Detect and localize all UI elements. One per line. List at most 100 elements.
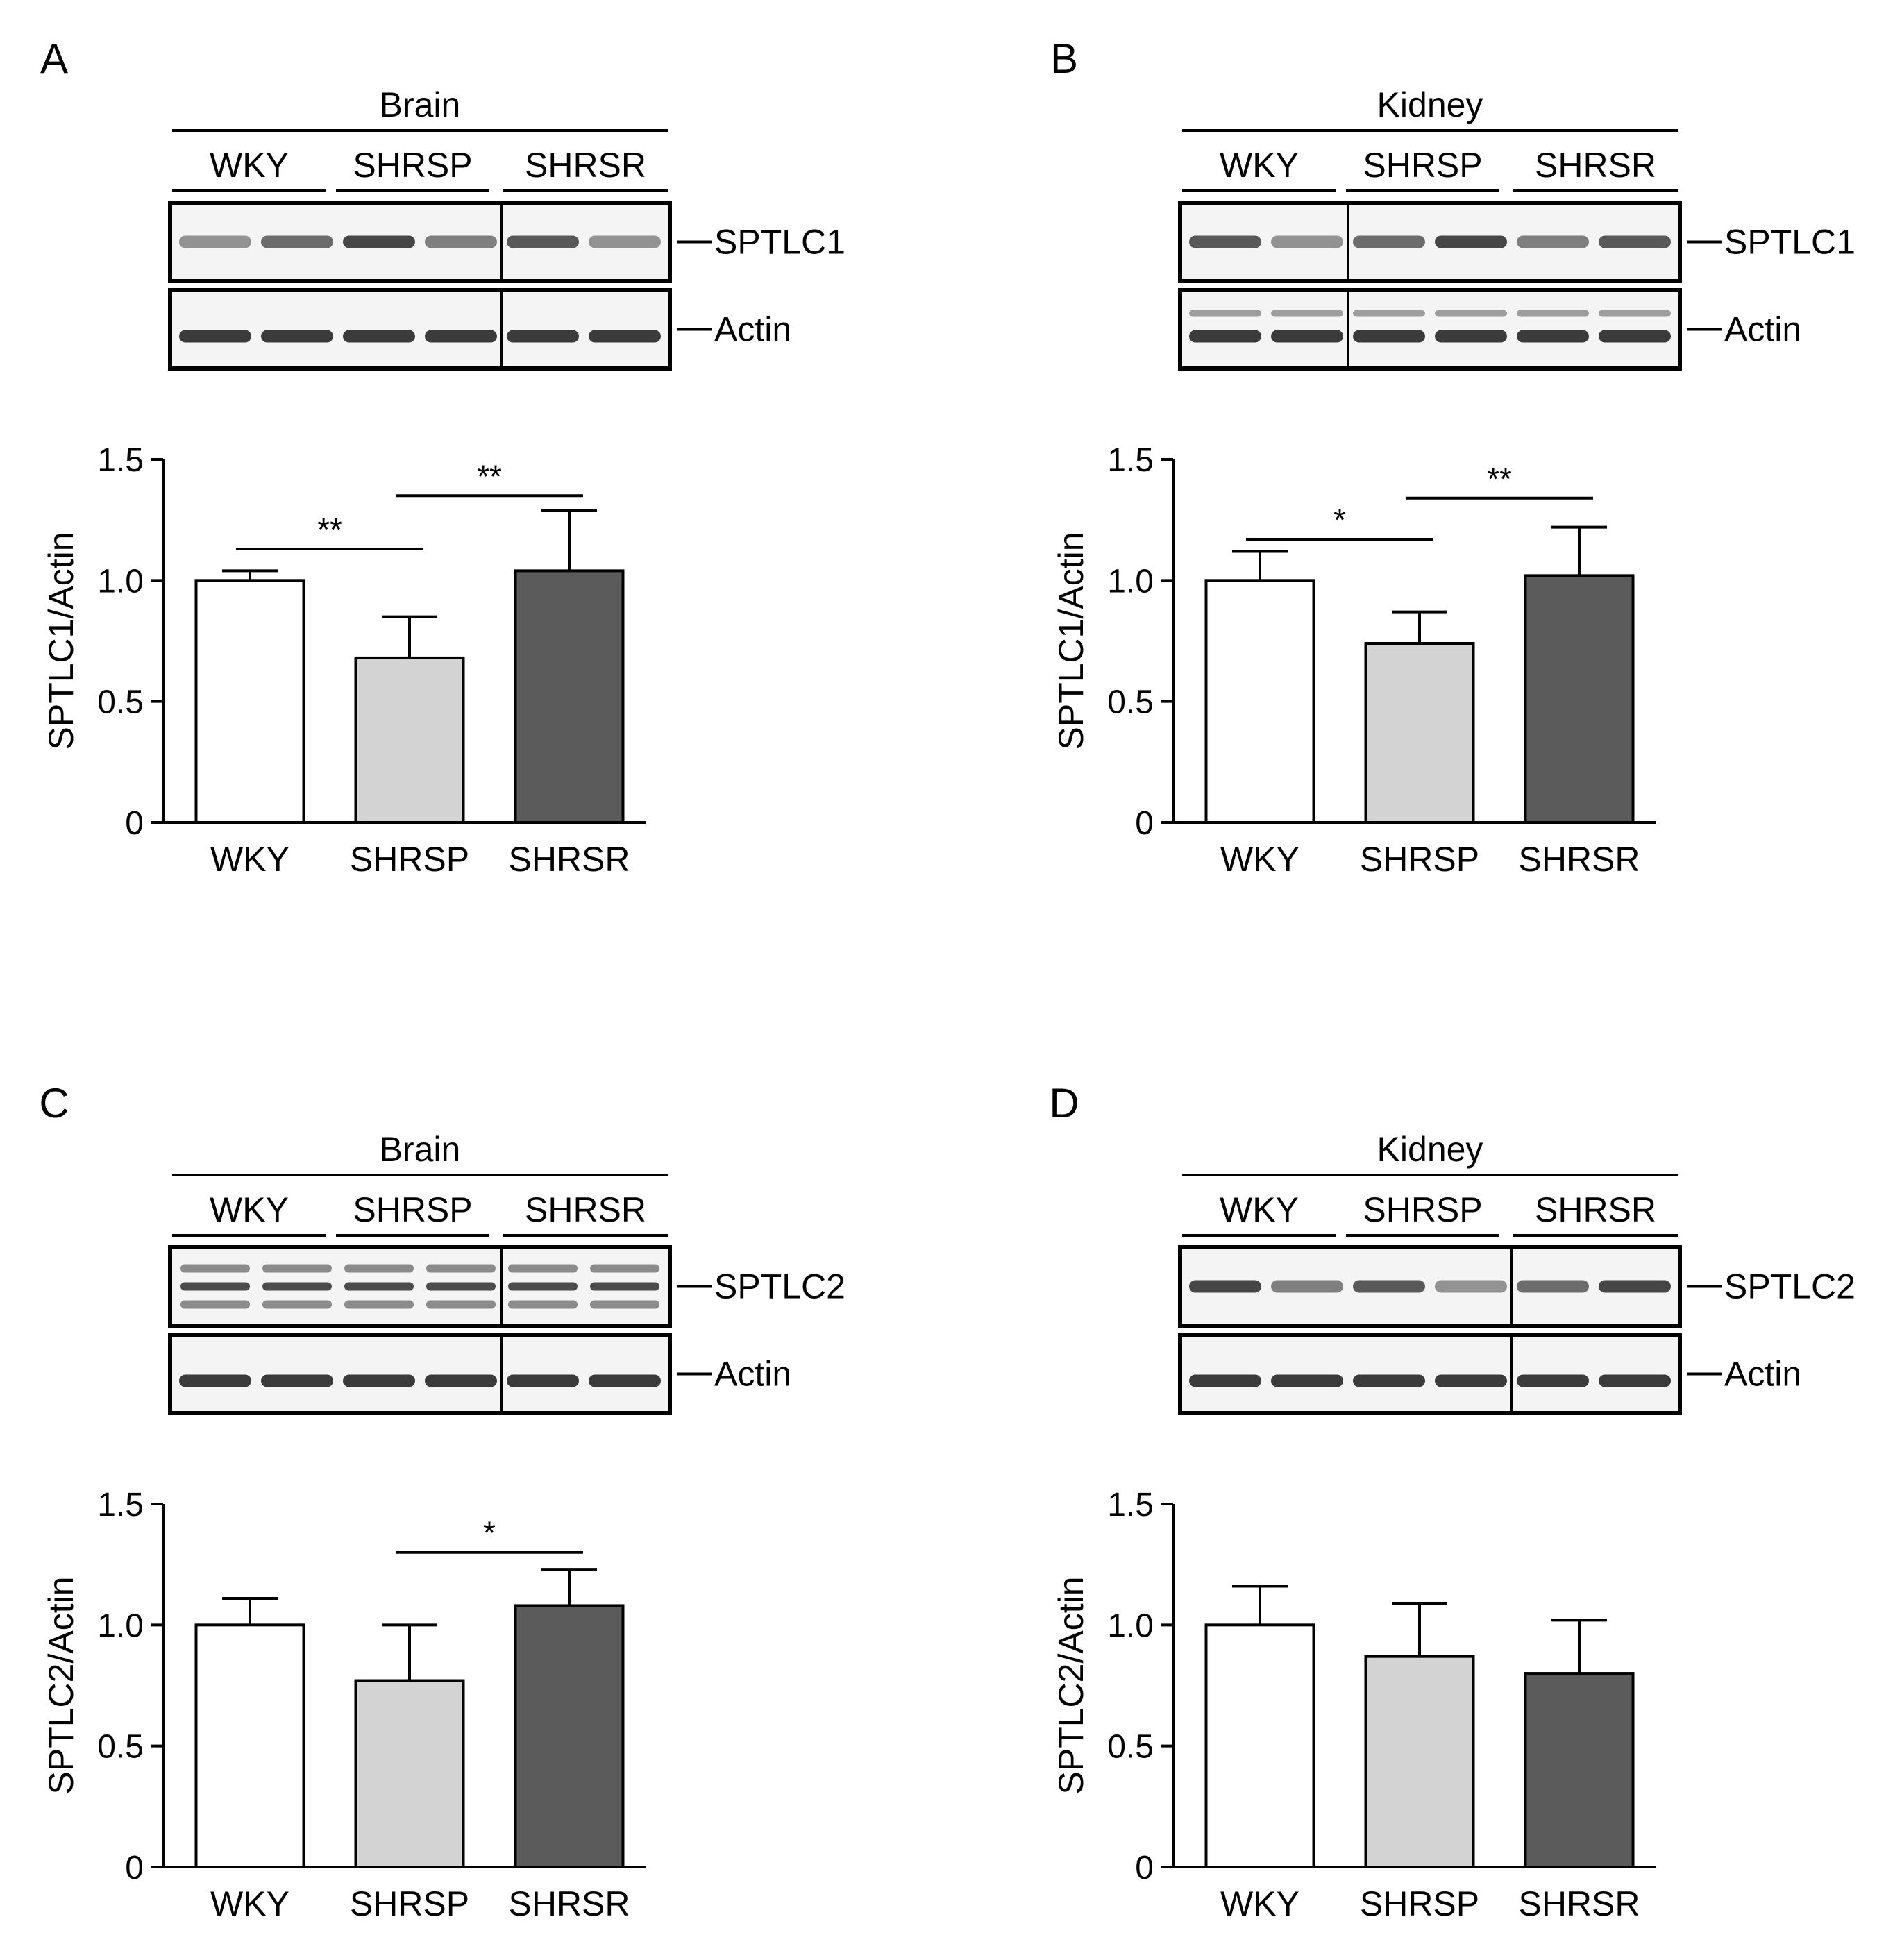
bar-chart: 0 0.5 1.0 1.5 SPTLC2/Actin WKY SHRSP SHRSR: [1052, 1487, 1656, 1923]
blot-band: [1271, 330, 1343, 343]
x-tick-label: SHRSP: [350, 1884, 469, 1923]
x-tick-label: WKY: [1220, 1884, 1299, 1923]
blot-band: [343, 330, 415, 343]
blot-band: [262, 1300, 332, 1309]
blot-band: [180, 1282, 250, 1291]
western-blot-1: SPTLC1: [1178, 201, 1855, 283]
x-tick-label: WKY: [210, 1884, 289, 1923]
significance-label: **: [477, 458, 502, 494]
blot-group-label: SHRSP: [353, 1190, 472, 1229]
bar: [194, 579, 305, 824]
blot-band: [1517, 330, 1589, 343]
bar-chart: 0 0.5 1.0 1.5 SPTLC1/Actin WKY SHRSP SHRSR ** **: [42, 442, 646, 879]
blot-band: [1271, 1280, 1343, 1293]
blot-band: [426, 1264, 496, 1273]
bar: [1364, 1655, 1475, 1868]
x-tick-label: WKY: [210, 840, 289, 879]
blot-band-secondary: [1353, 310, 1425, 317]
blot-band: [179, 1374, 251, 1387]
blot-band: [589, 330, 661, 343]
panel-letter: C: [39, 1080, 69, 1126]
blot-band: [508, 1300, 578, 1309]
blot-band: [343, 235, 415, 248]
blot-band: [1435, 1280, 1507, 1293]
y-tick-label: 1.0: [97, 563, 144, 600]
blot-band: [1189, 235, 1261, 248]
blot-frame: [1178, 1333, 1682, 1415]
blot-band: [1353, 1280, 1425, 1293]
blot-band: [1599, 1280, 1671, 1293]
blot-band-secondary: [1599, 310, 1671, 317]
blot-frame: [168, 288, 672, 371]
blot-group-label: SHRSP: [1363, 146, 1482, 185]
blot-band: [1189, 330, 1261, 343]
blot-band: [426, 1300, 496, 1309]
significance-label: **: [317, 512, 342, 548]
blot-band: [1599, 1374, 1671, 1387]
bar: [1364, 641, 1475, 825]
y-tick-label: 1.0: [1107, 1607, 1154, 1644]
y-tick-label: 0: [125, 805, 144, 842]
blot-band: [261, 235, 333, 248]
bar: [354, 656, 465, 825]
y-tick-label: 0.5: [1107, 1729, 1154, 1766]
panel-a: A Brain WKY SHRSP SHRSR SPTLC1 Actin 0 0.5 1.0 1.5…: [40, 35, 845, 879]
blot-band: [426, 1282, 496, 1291]
blot-band: [1435, 1374, 1507, 1387]
blot-band: [179, 235, 251, 248]
blot-band: [1189, 1280, 1261, 1293]
blot-band: [425, 235, 497, 248]
y-tick-label: 0: [125, 1850, 144, 1886]
blot-band-secondary: [1189, 310, 1261, 317]
significance-label: *: [483, 1515, 496, 1551]
blot-frame: [168, 1333, 672, 1415]
bar: [194, 1623, 305, 1868]
panel-letter: B: [1050, 35, 1078, 82]
tissue-label: Kidney: [1377, 1130, 1483, 1169]
y-axis-label: SPTLC2/Actin: [1052, 1576, 1091, 1794]
y-tick-label: 1.5: [97, 442, 144, 479]
blot-band: [589, 235, 661, 248]
blot-band: [344, 1282, 414, 1291]
blot-band: [343, 1374, 415, 1387]
blot-label: Actin: [714, 1355, 791, 1394]
blot-band-secondary: [1271, 310, 1343, 317]
blot-band: [1435, 235, 1507, 248]
bar: [1204, 579, 1315, 824]
blot-band: [262, 1282, 332, 1291]
western-blot-1: SPTLC1: [168, 201, 845, 283]
western-blot-1: SPTLC2: [1178, 1245, 1855, 1328]
y-tick-label: 0.5: [97, 684, 144, 721]
panel-d: D Kidney WKY SHRSP SHRSR SPTLC2 Actin 0 0.5 1.0 1.…: [1049, 1080, 1855, 1923]
panel-c: C Brain WKY SHRSP SHRSR SPTLC2 Actin 0 0.5 1.0 1.5…: [39, 1080, 845, 1923]
blot-frame: [1178, 201, 1682, 283]
blot-group-label: SHRSR: [525, 146, 646, 185]
blot-band: [590, 1264, 659, 1273]
blot-band: [590, 1282, 659, 1291]
blot-band: [1353, 330, 1425, 343]
blot-label: SPTLC2: [1724, 1267, 1855, 1306]
blot-band: [344, 1264, 414, 1273]
blot-label: SPTLC1: [714, 223, 845, 262]
bar-chart: 0 0.5 1.0 1.5 SPTLC2/Actin WKY SHRSP SHRSR *: [42, 1487, 646, 1923]
y-tick-label: 0.5: [1107, 684, 1154, 721]
blot-band: [179, 330, 251, 343]
panel-b: B Kidney WKY SHRSP SHRSR SPTLC1 Actin 0 0.5 1.0 1.…: [1050, 35, 1855, 879]
blot-label: SPTLC1: [1724, 223, 1855, 262]
x-tick-label: SHRSR: [508, 840, 630, 879]
blot-band: [1353, 235, 1425, 248]
y-tick-label: 1.5: [1107, 442, 1154, 479]
blot-group-label: SHRSR: [1535, 1190, 1656, 1229]
blot-band: [425, 1374, 497, 1387]
x-tick-label: SHRSR: [1518, 840, 1640, 879]
blot-band: [1517, 1374, 1589, 1387]
blot-frame: [1178, 288, 1682, 371]
blot-band: [180, 1300, 250, 1309]
significance-label: **: [1487, 461, 1512, 497]
y-tick-label: 1.5: [1107, 1487, 1154, 1523]
blot-band: [589, 1374, 661, 1387]
y-axis-label: SPTLC2/Actin: [42, 1576, 81, 1794]
bar: [514, 569, 625, 824]
